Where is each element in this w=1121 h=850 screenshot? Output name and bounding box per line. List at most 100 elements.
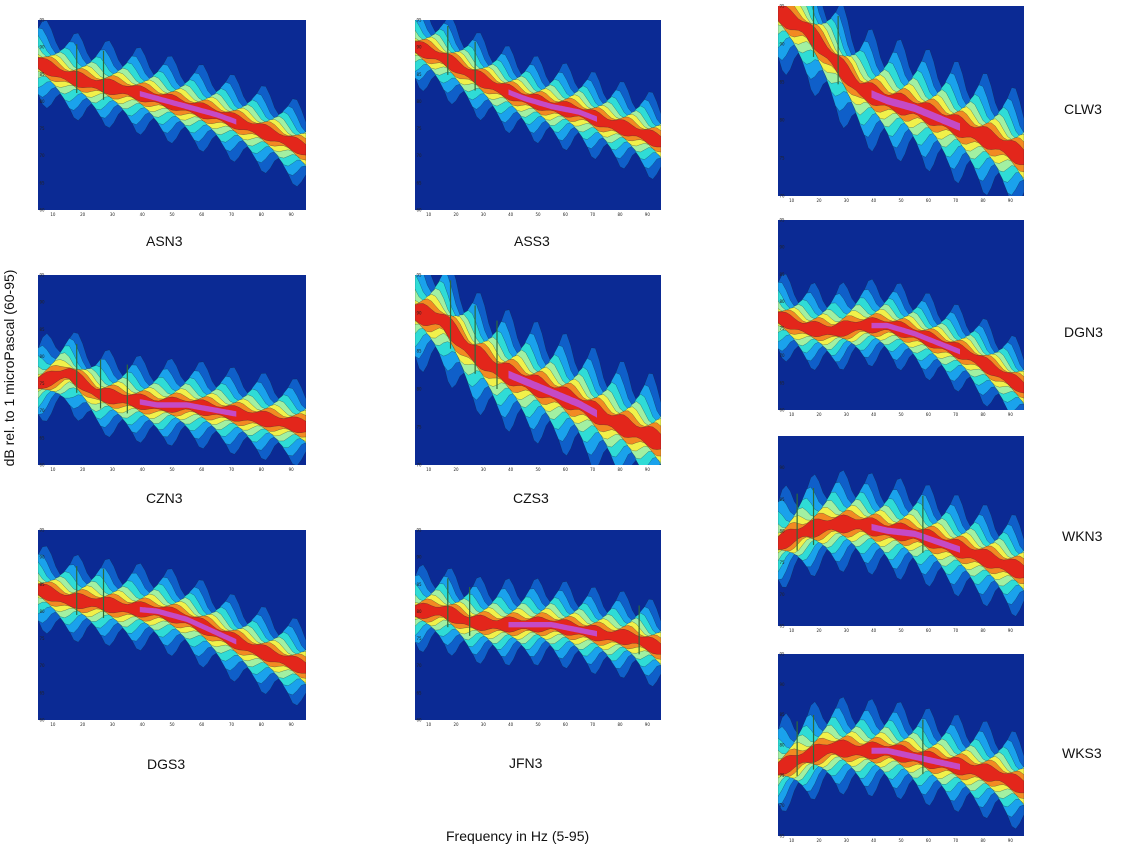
y-tick-label: 65 xyxy=(780,834,786,839)
y-tick-label: 65 xyxy=(40,690,46,695)
label-czn3: CZN3 xyxy=(146,490,183,506)
y-tick-label: 70 xyxy=(780,803,786,808)
x-tick-label: 80 xyxy=(980,628,986,633)
contour-core xyxy=(508,370,597,418)
y-tick-label: 70 xyxy=(780,194,786,199)
x-tick-label: 50 xyxy=(169,212,175,217)
label-asn3: ASN3 xyxy=(146,233,183,249)
contour-core xyxy=(139,399,237,417)
contour-group xyxy=(38,332,306,465)
x-tick-label: 90 xyxy=(1008,198,1014,203)
x-tick-label: 90 xyxy=(289,722,295,727)
label-wkn3: WKN3 xyxy=(1062,528,1103,544)
y-tick-label: 60 xyxy=(40,208,46,213)
contour-band-7 xyxy=(415,602,661,655)
y-tick-label: 85 xyxy=(780,272,786,277)
x-tick-label: 90 xyxy=(289,212,295,217)
x-tick-label: 20 xyxy=(80,722,86,727)
x-tick-label: 70 xyxy=(590,212,596,217)
contour-band-7 xyxy=(38,583,306,674)
x-tick-label: 40 xyxy=(871,412,877,417)
x-tick-label: 50 xyxy=(535,212,541,217)
y-tick-label: 85 xyxy=(417,582,423,587)
y-tick-label: 90 xyxy=(780,245,786,250)
x-axis-label: Frequency in Hz (5-95) xyxy=(446,828,590,844)
contour-band-7 xyxy=(778,739,1024,794)
y-tick-label: 80 xyxy=(417,609,423,614)
y-tick-label: 75 xyxy=(417,636,423,641)
x-tick-label: 20 xyxy=(453,467,459,472)
x-tick-label: 80 xyxy=(980,838,986,843)
contour-core xyxy=(871,322,960,355)
x-tick-label: 30 xyxy=(110,467,116,472)
x-tick-label: 70 xyxy=(229,467,235,472)
x-tick-label: 30 xyxy=(844,198,850,203)
x-tick-label: 60 xyxy=(199,722,205,727)
y-tick-label: 95 xyxy=(40,273,46,278)
y-tick-label: 85 xyxy=(780,712,786,717)
x-tick-label: 20 xyxy=(816,628,822,633)
x-tick-label: 10 xyxy=(50,467,56,472)
x-tick-label: 90 xyxy=(645,467,651,472)
contour-core xyxy=(139,606,237,645)
y-tick-label: 85 xyxy=(417,72,423,77)
y-tick-label: 95 xyxy=(417,273,423,278)
x-tick-label: 60 xyxy=(926,838,932,843)
x-tick-label: 10 xyxy=(426,722,432,727)
x-tick-label: 50 xyxy=(535,722,541,727)
x-tick-label: 60 xyxy=(199,212,205,217)
contour-core xyxy=(871,90,960,131)
label-dgn3: DGN3 xyxy=(1064,324,1103,340)
x-tick-label: 10 xyxy=(789,412,795,417)
x-tick-label: 80 xyxy=(980,412,986,417)
contour-band-7 xyxy=(778,311,1024,394)
x-tick-label: 10 xyxy=(50,722,56,727)
x-tick-label: 10 xyxy=(789,628,795,633)
y-tick-label: 90 xyxy=(417,45,423,50)
x-tick-label: 10 xyxy=(50,212,56,217)
y-tick-label: 75 xyxy=(417,126,423,131)
y-tick-label: 85 xyxy=(780,497,786,502)
x-tick-label: 90 xyxy=(1008,838,1014,843)
x-tick-label: 80 xyxy=(259,467,265,472)
y-tick-label: 60 xyxy=(417,718,423,723)
y-tick-label: 90 xyxy=(780,682,786,687)
y-tick-label: 70 xyxy=(780,353,786,358)
y-tick-label: 90 xyxy=(40,555,46,560)
x-tick-label: 60 xyxy=(926,628,932,633)
y-tick-label: 85 xyxy=(780,80,786,85)
x-tick-label: 20 xyxy=(816,838,822,843)
contour-band-7 xyxy=(778,6,1024,165)
y-tick-label: 70 xyxy=(40,663,46,668)
y-tick-label: 90 xyxy=(40,45,46,50)
y-tick-label: 75 xyxy=(780,156,786,161)
x-tick-label: 40 xyxy=(508,722,514,727)
x-tick-label: 10 xyxy=(789,198,795,203)
label-wks3: WKS3 xyxy=(1062,745,1102,761)
y-tick-label: 95 xyxy=(780,652,786,657)
y-tick-label: 60 xyxy=(40,718,46,723)
y-tick-label: 65 xyxy=(780,624,786,629)
y-tick-label: 90 xyxy=(780,465,786,470)
contour-band-7 xyxy=(38,57,306,156)
panel-wks3: 65 70 75 80 85 90 95 10 20 30 40 50 60 70 80 90 xyxy=(778,652,1024,844)
x-tick-label: 40 xyxy=(871,198,877,203)
x-tick-label: 30 xyxy=(110,722,116,727)
panel-dgn3: 60 65 70 75 80 85 90 95 10 20 30 40 50 60 70 80 90 xyxy=(778,218,1024,418)
y-tick-label: 90 xyxy=(780,42,786,47)
y-tick-label: 95 xyxy=(780,4,786,9)
contour-group xyxy=(415,564,661,687)
y-tick-label: 65 xyxy=(780,380,786,385)
chart-dgs3: 60 65 70 75 80 85 90 95 10 20 30 40 50 60 70 80 90 xyxy=(38,528,306,727)
x-tick-label: 70 xyxy=(953,198,959,203)
y-tick-label: 75 xyxy=(780,560,786,565)
x-tick-label: 10 xyxy=(426,467,432,472)
x-tick-label: 40 xyxy=(871,838,877,843)
y-tick-label: 65 xyxy=(40,180,46,185)
panel-ass3: 60 65 70 75 80 85 90 95 10 20 30 40 50 60 70 80 90 xyxy=(415,18,661,218)
chart-asn3: 60 65 70 75 80 85 90 95 10 20 30 40 50 60 70 80 90 xyxy=(38,18,306,217)
contour-group xyxy=(38,545,306,706)
x-tick-label: 70 xyxy=(953,838,959,843)
y-tick-label: 75 xyxy=(417,425,423,430)
contour-group xyxy=(778,6,1024,196)
